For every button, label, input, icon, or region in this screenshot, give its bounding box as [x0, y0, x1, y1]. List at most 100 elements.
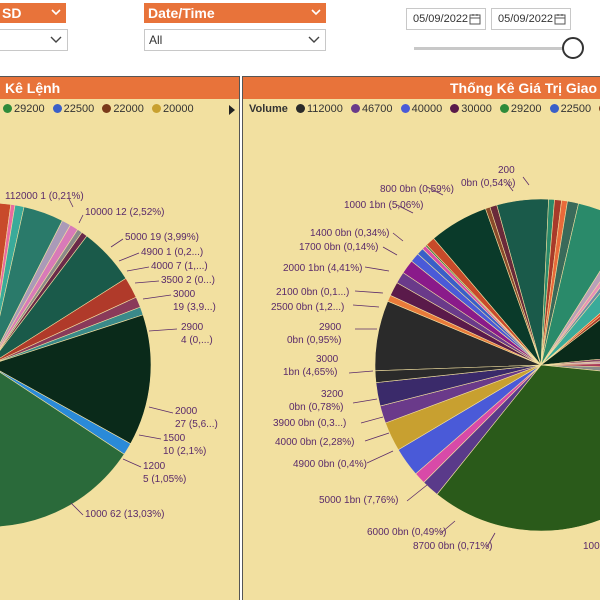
legend-item[interactable]: 22500 — [549, 103, 592, 115]
panel-value-stats-header: Thống Kê Giá Trị Giao — [243, 77, 600, 99]
order-stats-pie-chart — [0, 198, 178, 527]
legend-item[interactable]: 112000 — [295, 103, 343, 115]
pie-label: 2100 0bn (0,1...) — [276, 287, 350, 298]
pie-leader-line — [138, 434, 162, 440]
pie-leader-line — [406, 484, 428, 502]
pie-label: 5 (1,05%) — [143, 474, 187, 485]
pie-leader-line — [396, 204, 414, 214]
pie-label: 10000 12 (2,52%) — [85, 207, 165, 218]
legend-item-label: 40000 — [411, 103, 443, 115]
pie-label: 2000 1bn (4,41%) — [283, 263, 363, 274]
panel-value-stats: Thống Kê Giá Trị Giao Volume 112000 4670… — [242, 76, 600, 600]
calendar-icon[interactable] — [469, 13, 481, 25]
legend-item[interactable]: 29200 — [499, 103, 542, 115]
pie-slice[interactable] — [540, 364, 600, 382]
date-from-value: 05/09/2022 — [413, 13, 469, 25]
pie-label: 4 (0,...) — [181, 335, 213, 346]
legend-item[interactable]: 40000 — [400, 103, 443, 115]
pie-leader-line — [360, 416, 384, 424]
legend-dot — [400, 104, 410, 113]
pie-label: 1200 — [143, 461, 166, 472]
pie-slice[interactable] — [540, 256, 600, 366]
chevron-down-icon[interactable] — [49, 34, 63, 46]
pie-slice[interactable] — [540, 202, 600, 366]
pie-label: 1000 62 (13,03%) — [85, 509, 165, 520]
pie-label: 5000 1bn (7,76%) — [319, 495, 399, 506]
pie-slice[interactable] — [540, 230, 600, 366]
pie-leader-line — [364, 432, 390, 442]
legend-dot — [450, 104, 460, 113]
legend-item[interactable]: 20000 — [151, 103, 194, 115]
calendar-icon[interactable] — [554, 13, 566, 25]
pie-label: 8700 0bn (0,71%) — [413, 541, 493, 552]
value-stats-pie-chart — [348, 176, 600, 548]
pie-label: 0bn (0,95%) — [287, 335, 342, 346]
pie-leader-line — [352, 398, 378, 404]
pie-leader-line — [522, 176, 530, 186]
pie-slice[interactable] — [0, 365, 125, 527]
date-range-slider-thumb[interactable] — [562, 37, 584, 59]
legend-dot — [549, 104, 559, 113]
pie-label: 4900 1 (0,2...) — [141, 247, 204, 258]
pie-label: 3000 — [316, 354, 339, 365]
chevron-down-icon[interactable] — [310, 6, 322, 18]
slicer-title-left: SD — [0, 3, 66, 23]
pie-leader-line — [142, 294, 172, 300]
pie-label: 3200 — [321, 389, 344, 400]
slicer-title-datetime: Date/Time — [144, 3, 326, 23]
chevron-down-icon[interactable] — [307, 34, 321, 46]
pie-label: 3900 0bn (0,3...) — [273, 418, 347, 429]
date-from-input[interactable]: 05/09/2022 — [406, 8, 486, 30]
pie-slice[interactable] — [374, 364, 542, 383]
pie-slice[interactable] — [0, 314, 152, 445]
date-to-input[interactable]: 05/09/2022 — [491, 8, 571, 30]
legend-item[interactable]: 22000 — [102, 103, 144, 115]
date-range-slider-track[interactable] — [414, 47, 574, 50]
legend-title: Volume — [249, 103, 288, 115]
pie-label: 1500 — [163, 433, 186, 444]
pie-label: 1bn (4,65%) — [283, 367, 338, 378]
order-stats-legend: 29200 22500 22000 20000 — [3, 103, 199, 121]
legend-item[interactable]: 29200 — [3, 103, 45, 115]
pie-leader-line — [382, 246, 398, 256]
legend-scroll-right-icon[interactable] — [229, 105, 235, 115]
legend-item-label: 30000 — [461, 103, 492, 115]
pie-leader-line — [126, 266, 150, 272]
pie-label: 112000 1 (0,21%) — [5, 191, 84, 202]
chevron-down-icon[interactable] — [50, 6, 62, 18]
pie-label: 2900 — [181, 322, 204, 333]
pie-slice[interactable] — [436, 364, 600, 532]
legend-item[interactable]: 22500 — [52, 103, 95, 115]
date-to-value: 05/09/2022 — [498, 13, 554, 25]
pie-slice[interactable] — [540, 233, 600, 366]
pie-slice[interactable] — [539, 264, 600, 366]
pie-slice[interactable] — [540, 356, 600, 366]
pie-leader-line — [364, 266, 390, 272]
legend-dot — [295, 104, 305, 113]
legend-item[interactable]: 30000 — [450, 103, 492, 115]
pie-leader-line — [352, 304, 380, 308]
pie-label: 5000 19 (3,99%) — [125, 232, 199, 243]
pie-label: 4000 7 (1,...) — [151, 261, 208, 272]
slicer-title-left-text: SD — [2, 5, 22, 21]
pie-slice[interactable] — [540, 259, 600, 366]
pie-leader-line — [70, 502, 84, 516]
legend-item[interactable]: 46700 — [350, 103, 393, 115]
legend-item-label: 112000 — [306, 103, 343, 115]
value-stats-legend: Volume 112000 46700 40000 30000 29200 22… — [249, 103, 600, 121]
legend-dot — [102, 104, 112, 113]
pie-slice[interactable] — [540, 361, 600, 369]
pie-label: 1700 0bn (0,14%) — [299, 242, 379, 253]
pie-label: 1400 0bn (0,34%) — [310, 228, 390, 239]
slicer-dropdown-datetime[interactable]: All — [144, 29, 326, 51]
pie-label: 4900 0bn (0,4%) — [293, 459, 367, 470]
pie-label: 2500 0bn (1,2...) — [271, 302, 345, 313]
pie-slice[interactable] — [540, 237, 600, 366]
legend-item-label: 46700 — [361, 103, 393, 115]
pie-label: 19 (3,9...) — [173, 302, 216, 313]
legend-item-label: 22500 — [560, 103, 592, 115]
legend-item-label: 22500 — [63, 103, 95, 115]
panel-order-stats: Kê Lệnh 29200 22500 22000 20000 112000 1… — [0, 76, 240, 600]
slicer-dropdown-left[interactable] — [0, 29, 68, 51]
